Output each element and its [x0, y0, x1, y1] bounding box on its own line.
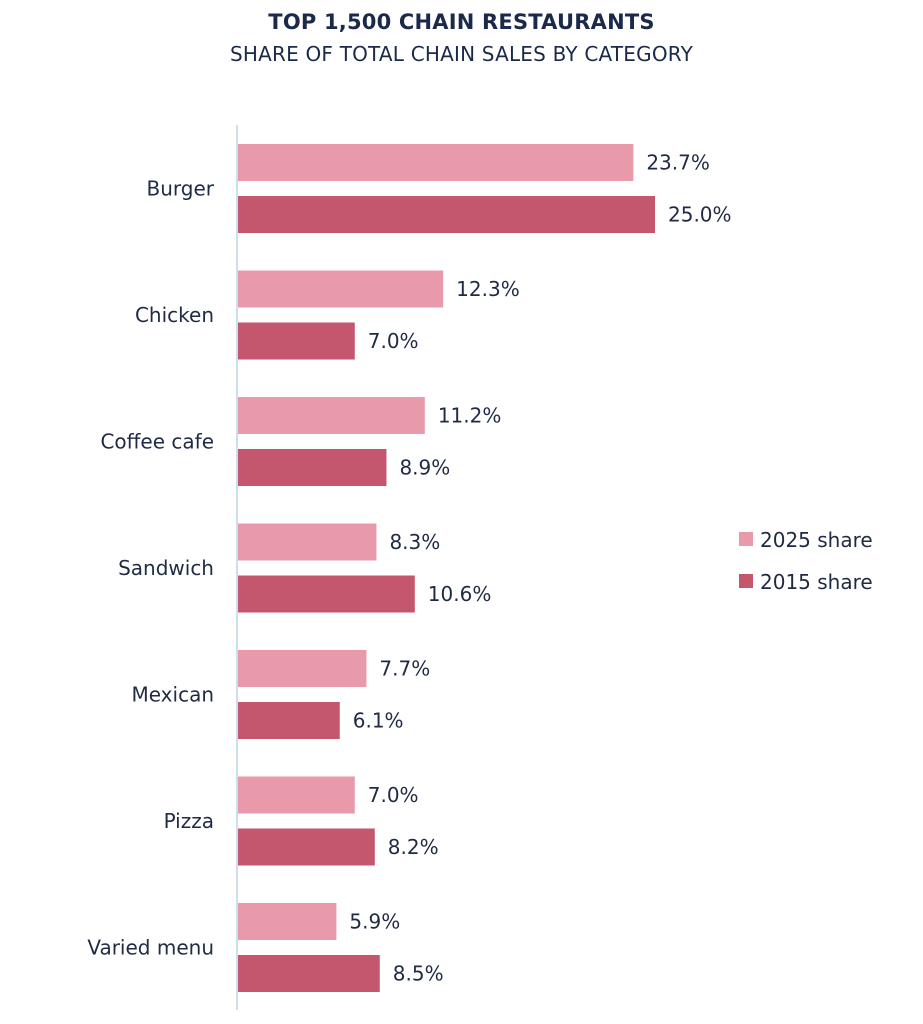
category-label: Coffee cafe [100, 430, 214, 454]
data-label: 8.5% [393, 962, 444, 986]
bar-2025 [238, 903, 337, 940]
data-label: 5.9% [349, 910, 400, 934]
bar-2025 [238, 144, 634, 181]
data-label: 8.2% [388, 835, 439, 859]
bar-2015 [238, 449, 387, 486]
data-label: 12.3% [456, 277, 520, 301]
bar-2025 [238, 650, 367, 687]
data-label: 10.6% [428, 582, 492, 606]
data-label: 8.9% [399, 456, 450, 480]
data-label: 7.7% [379, 657, 430, 681]
bar-2015 [238, 955, 380, 992]
category-label: Chicken [135, 303, 214, 327]
bar-2025 [238, 397, 425, 434]
bar-2025 [238, 776, 355, 814]
data-label: 8.3% [389, 530, 440, 554]
data-label: 23.7% [646, 151, 710, 175]
category-label: Burger [147, 177, 215, 201]
bar-2015 [238, 322, 355, 360]
category-label: Sandwich [118, 556, 214, 580]
category-label: Mexican [131, 683, 214, 707]
bar-2025 [238, 270, 444, 308]
chart-subtitle: SHARE OF TOTAL CHAIN SALES BY CATEGORY [229, 42, 694, 66]
data-label: 25.0% [668, 203, 732, 227]
bar-2025 [238, 523, 377, 561]
legend-swatch [739, 574, 753, 588]
bar-2015 [238, 702, 340, 739]
legend-label: 2025 share [760, 528, 873, 552]
legend-label: 2015 share [760, 570, 873, 594]
data-label: 7.0% [368, 783, 419, 807]
bar-2015 [238, 828, 375, 866]
category-label: Pizza [164, 809, 214, 833]
data-label: 6.1% [353, 709, 404, 733]
data-label: 7.0% [368, 329, 419, 353]
chart-title: TOP 1,500 CHAIN RESTAURANTS [268, 10, 655, 34]
bar-2015 [238, 575, 415, 613]
bar-2015 [238, 196, 655, 233]
category-label: Varied menu [87, 936, 214, 960]
legend-swatch [739, 532, 753, 546]
data-label: 11.2% [438, 404, 502, 428]
